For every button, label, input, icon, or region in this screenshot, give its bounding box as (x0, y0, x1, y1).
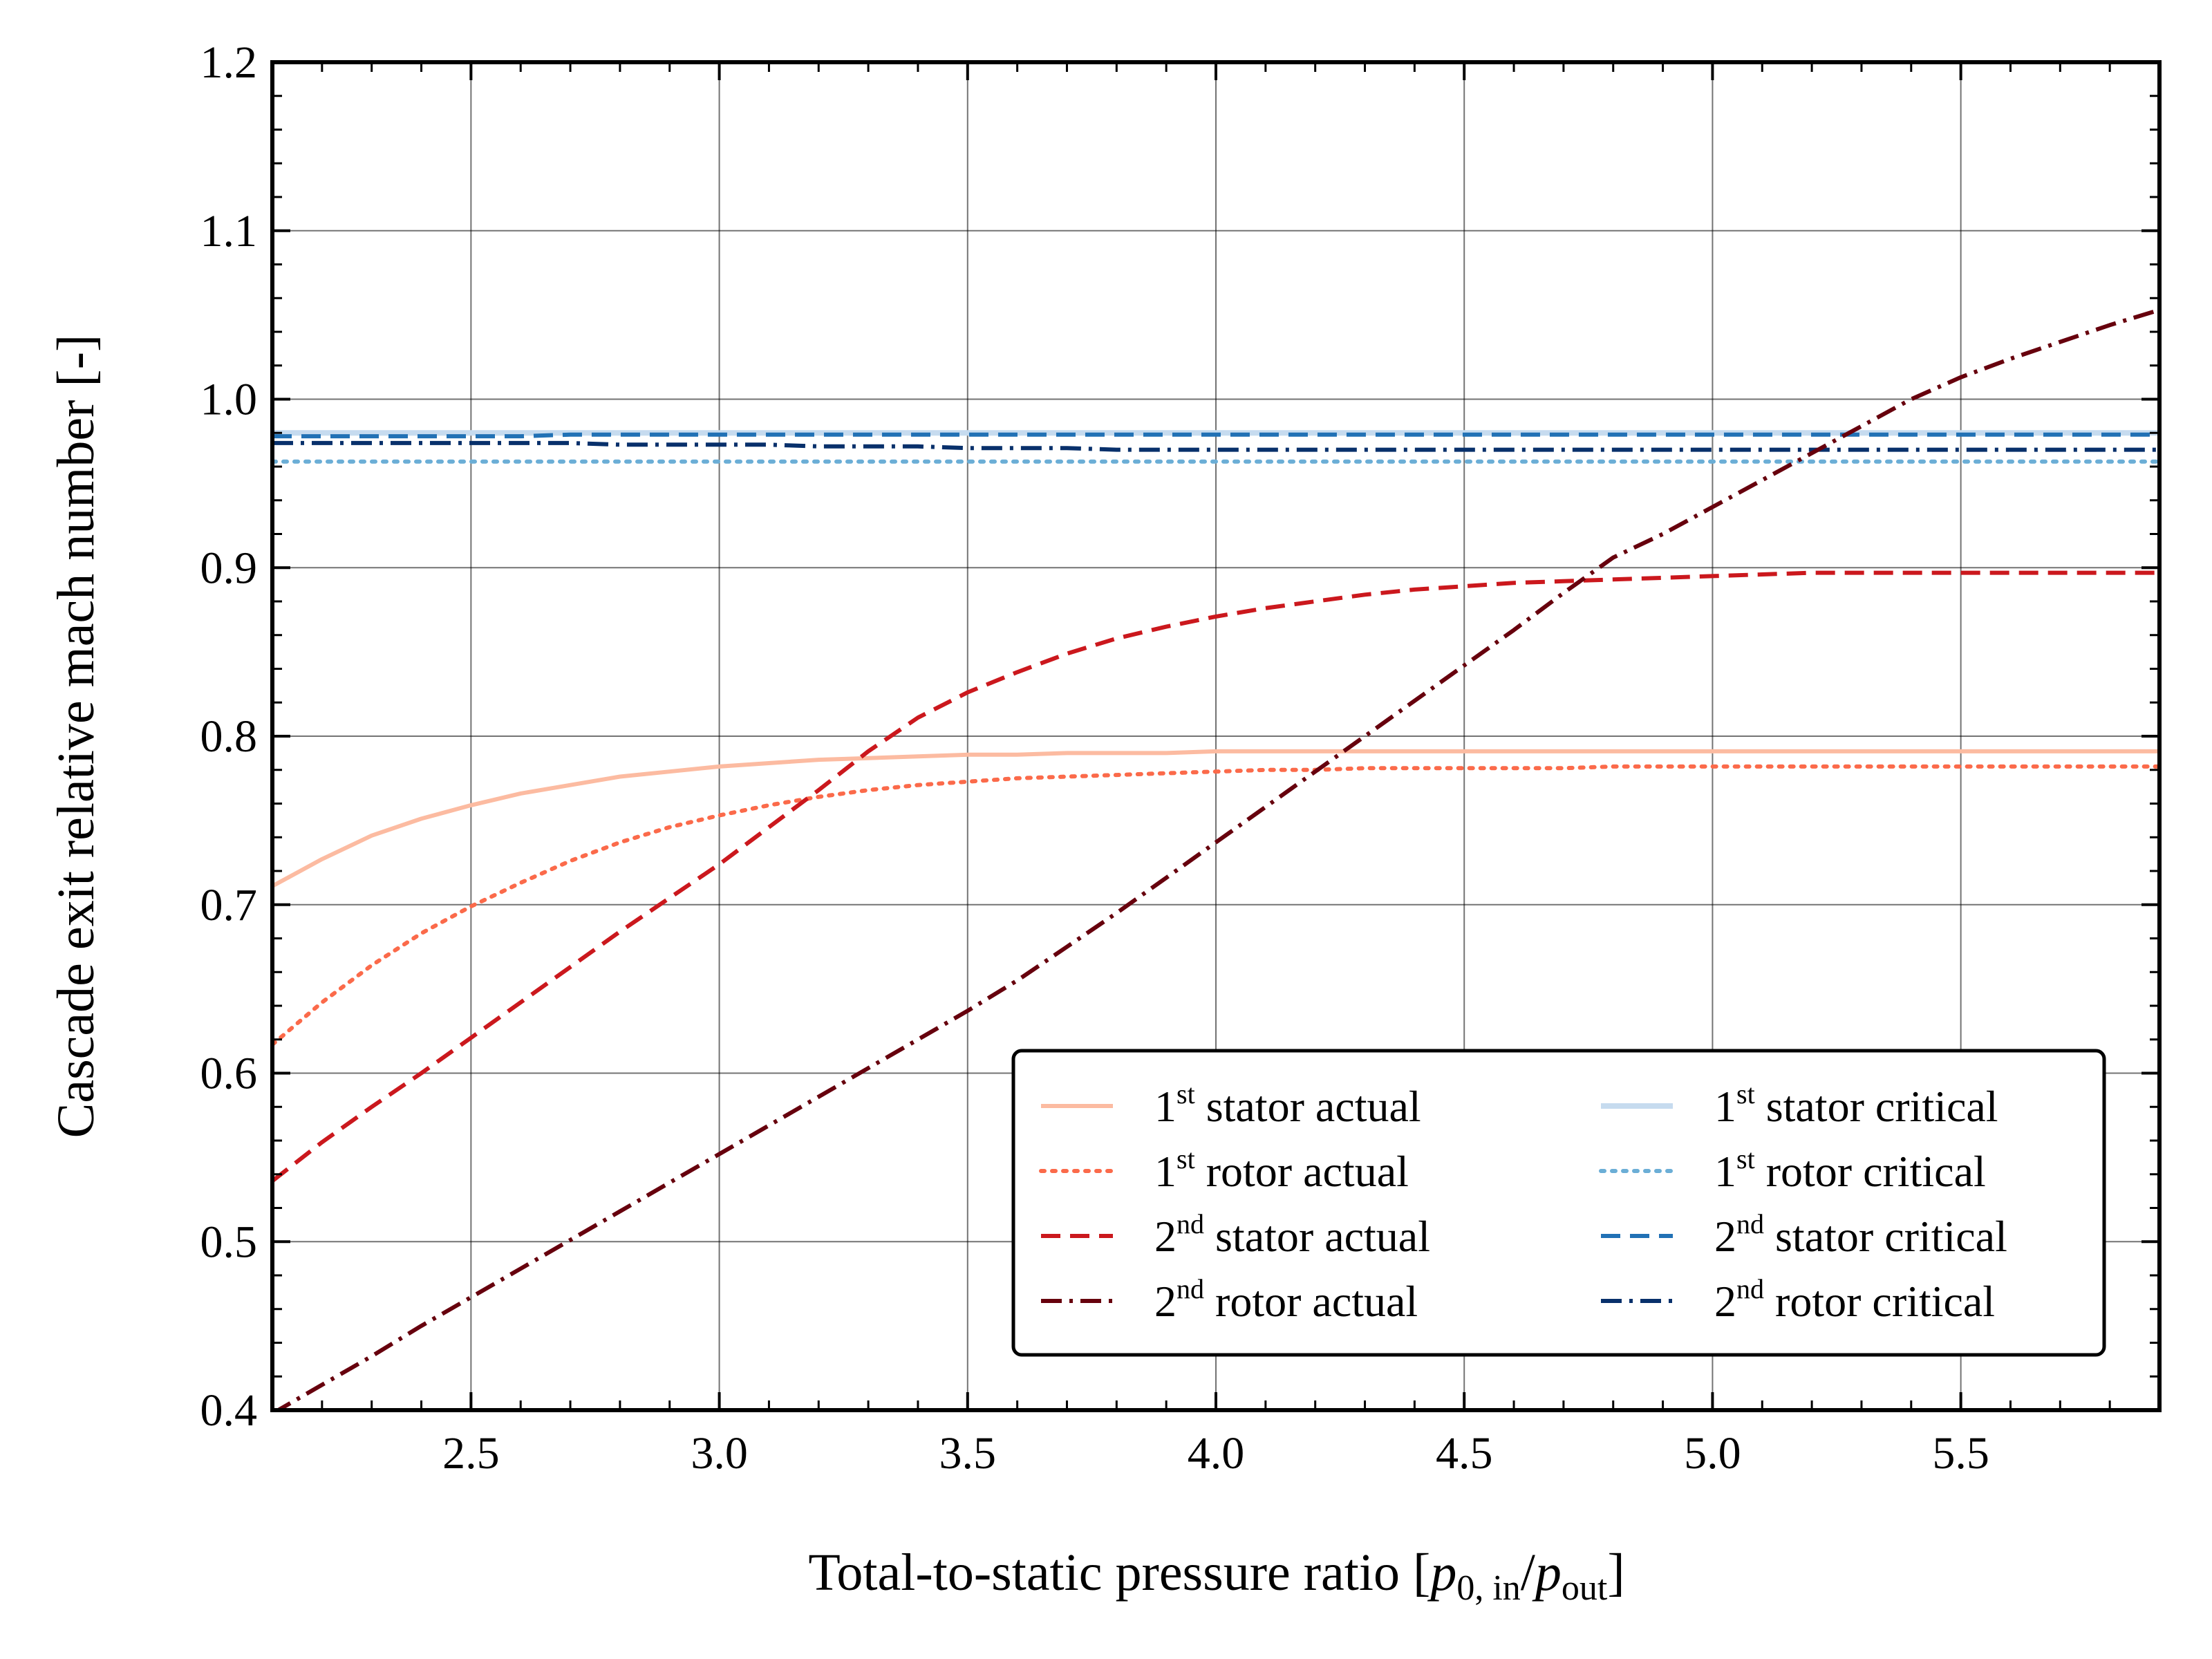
x-tick-label: 3.0 (691, 1428, 748, 1479)
legend-label-5: 1st rotor critical (1714, 1143, 1986, 1196)
x-tick-label: 4.0 (1188, 1428, 1245, 1479)
x-axis-label-prefix: Total-to-static pressure ratio [ (808, 1544, 1430, 1602)
series-line-3 (274, 308, 2159, 1410)
x-axis-label-denominator-sub: out (1562, 1568, 1608, 1608)
x-axis-label-numerator: p (1427, 1544, 1456, 1602)
legend-label-text: stator critical (1766, 1082, 1998, 1131)
legend-label-ordinal: st (1736, 1078, 1755, 1109)
legend-label-ordinal: nd (1177, 1273, 1204, 1304)
legend-label-number: 2 (1714, 1212, 1736, 1261)
legend-label-number: 1 (1154, 1147, 1177, 1196)
legend-label-2: 2nd stator actual (1154, 1208, 1430, 1261)
legend-label-ordinal: nd (1177, 1208, 1204, 1239)
y-axis-label: Cascade exit relative mach number [-] (47, 335, 105, 1138)
legend-label-text: rotor actual (1215, 1277, 1418, 1326)
legend-label-number: 2 (1154, 1277, 1177, 1326)
legend-label-number: 1 (1714, 1082, 1736, 1131)
legend-label-text: rotor critical (1766, 1147, 1986, 1196)
legend-label-text: stator actual (1206, 1082, 1421, 1131)
legend-label-ordinal: nd (1736, 1273, 1764, 1304)
legend-label-6: 2nd stator critical (1714, 1208, 2007, 1261)
y-tick-label: 0.5 (200, 1217, 258, 1267)
y-tick-label: 0.4 (200, 1385, 258, 1436)
legend-label-ordinal: st (1736, 1143, 1755, 1174)
series-line-0 (272, 749, 2159, 888)
legend-label-number: 1 (1154, 1082, 1177, 1131)
legend-label-text: rotor actual (1206, 1147, 1409, 1196)
legend-label-text: rotor critical (1775, 1277, 1995, 1326)
y-tick-label: 0.9 (200, 543, 258, 593)
tick-labels: 2.5 3.0 3.5 4.0 4.5 5.0 5.5 0.4 0.5 0.6 0.7 0.8 0.9 1… (200, 37, 1989, 1479)
legend-label-number: 2 (1714, 1277, 1736, 1326)
x-axis-label: Total-to-static pressure ratio [p0, in/p… (808, 1544, 1624, 1608)
y-tick-label: 1.0 (200, 375, 258, 425)
legend-label-text: stator critical (1775, 1212, 2007, 1261)
y-tick-label: 0.7 (200, 880, 258, 930)
series-line-1 (272, 764, 2159, 1047)
y-tick-label: 0.8 (200, 711, 258, 762)
x-tick-label: 2.5 (442, 1428, 500, 1479)
grid (272, 62, 2159, 1410)
legend-label-number: 2 (1154, 1212, 1177, 1261)
plot-frame (270, 60, 2162, 1412)
y-tick-label: 1.2 (200, 37, 258, 88)
legend-label-3: 2nd rotor actual (1154, 1273, 1418, 1326)
legend-label-ordinal: st (1177, 1143, 1195, 1174)
y-tick-label: 0.6 (200, 1049, 258, 1099)
y-tick-label: 1.1 (200, 206, 258, 256)
x-axis-label-denominator: p (1532, 1544, 1562, 1602)
legend-label-number: 1 (1714, 1147, 1736, 1196)
x-axis-label-slash: / (1521, 1544, 1536, 1602)
x-axis-label-numerator-sub: 0, in (1456, 1568, 1520, 1608)
legend-label-7: 2nd rotor critical (1714, 1273, 1995, 1326)
x-axis-label-suffix: ] (1607, 1544, 1624, 1602)
series-line-2 (272, 570, 2159, 1183)
legend-label-4: 1st stator critical (1714, 1078, 1998, 1131)
legend-label-0: 1st stator actual (1154, 1078, 1421, 1131)
legend-box (1011, 1049, 2106, 1357)
legend-label-ordinal: nd (1736, 1208, 1764, 1239)
x-tick-label: 4.5 (1436, 1428, 1493, 1479)
series-group (272, 308, 2159, 1410)
x-tick-label: 5.0 (1684, 1428, 1741, 1479)
x-tick-label: 3.5 (939, 1428, 997, 1479)
x-tick-label: 5.5 (1932, 1428, 1989, 1479)
legend-label-text: stator actual (1215, 1212, 1430, 1261)
legend-label-1: 1st rotor actual (1154, 1143, 1409, 1196)
legend-label-ordinal: st (1177, 1078, 1195, 1109)
